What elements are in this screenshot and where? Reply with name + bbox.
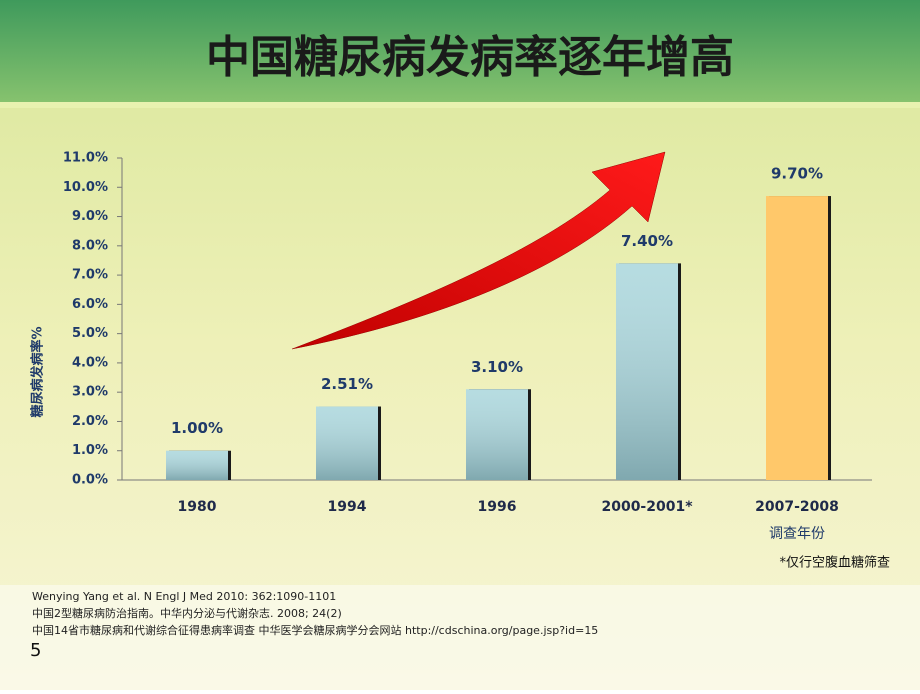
chart-title: 中国糖尿病发病率逐年增高 <box>206 32 734 83</box>
value-label: 2.51% <box>321 375 373 393</box>
value-label: 3.10% <box>471 358 523 376</box>
x-tick-label: 1994 <box>328 499 367 515</box>
y-tick-label: 4.0% <box>72 355 108 370</box>
plot: 0.0% 1.0% 2.0% 3.0% 4.0% 5.0% 6.0% 7.0% 8.0% 9.0%… <box>63 151 872 515</box>
bar-shade <box>166 450 228 480</box>
y-tick-label: 11.0% <box>63 151 108 166</box>
bar-shade <box>466 389 528 480</box>
trend-arrow <box>291 151 666 350</box>
y-tick-label: 9.0% <box>72 209 108 224</box>
value-label: 7.40% <box>621 232 673 250</box>
y-tick-label: 1.0% <box>72 443 108 458</box>
x-axis-label: 调查年份 <box>769 526 825 542</box>
y-tick-label: 3.0% <box>72 385 108 400</box>
y-tick-label: 6.0% <box>72 297 108 312</box>
x-tick-label: 2000-2001* <box>601 499 693 515</box>
value-label: 9.70% <box>771 165 823 183</box>
reference: 中国14省市糖尿病和代谢综合征得患病率调查 中华医学会糖尿病学分会网站 http… <box>32 623 598 637</box>
y-tick-label: 5.0% <box>72 326 108 341</box>
x-tick-label: 1980 <box>178 499 217 515</box>
reference: Wenying Yang et al. N Engl J Med 2010: 3… <box>32 590 336 603</box>
y-axis-label: 糖尿病发病率% <box>30 326 46 417</box>
page-number: 5 <box>30 640 41 661</box>
y-tick-label: 2.0% <box>72 414 108 429</box>
bar-shade <box>616 263 678 480</box>
value-label: 1.00% <box>171 419 223 437</box>
x-tick-label: 1996 <box>478 499 517 515</box>
header-band <box>0 0 920 102</box>
bar <box>766 196 828 480</box>
y-tick-label: 0.0% <box>72 473 108 488</box>
y-tick-label: 10.0% <box>63 180 108 195</box>
header-stripe <box>0 102 920 108</box>
x-tick-label: 2007-2008 <box>755 499 839 515</box>
bar-shade <box>316 406 378 480</box>
reference: 中国2型糖尿病防治指南。中华内分泌与代谢杂志. 2008; 24(2) <box>32 606 342 620</box>
y-tick-label: 8.0% <box>72 238 108 253</box>
footnote: *仅行空腹血糖筛查 <box>779 555 890 571</box>
footer-band <box>0 585 920 690</box>
y-tick-label: 7.0% <box>72 268 108 283</box>
